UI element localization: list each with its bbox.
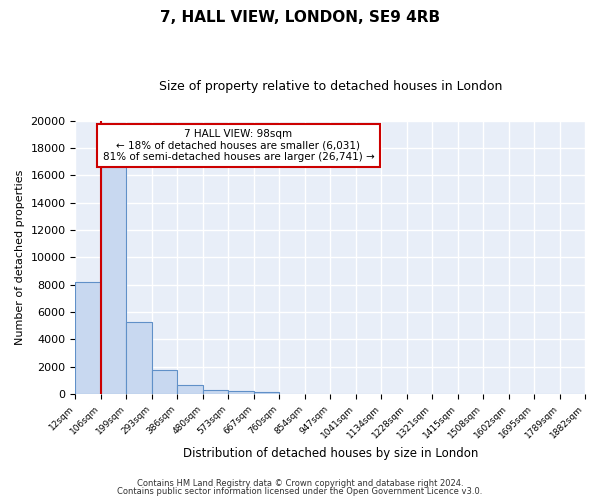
Bar — [178, 384, 203, 394]
Bar — [127, 322, 152, 394]
Bar — [152, 370, 178, 394]
Title: Size of property relative to detached houses in London: Size of property relative to detached ho… — [158, 80, 502, 93]
Text: Contains public sector information licensed under the Open Government Licence v3: Contains public sector information licen… — [118, 487, 482, 496]
Text: 7, HALL VIEW, LONDON, SE9 4RB: 7, HALL VIEW, LONDON, SE9 4RB — [160, 10, 440, 25]
Text: Contains HM Land Registry data © Crown copyright and database right 2024.: Contains HM Land Registry data © Crown c… — [137, 478, 463, 488]
Bar — [254, 392, 279, 394]
Bar — [203, 390, 228, 394]
Y-axis label: Number of detached properties: Number of detached properties — [15, 170, 25, 345]
Bar — [228, 392, 254, 394]
Bar — [101, 167, 127, 394]
Text: 7 HALL VIEW: 98sqm
← 18% of detached houses are smaller (6,031)
81% of semi-deta: 7 HALL VIEW: 98sqm ← 18% of detached hou… — [103, 129, 374, 162]
X-axis label: Distribution of detached houses by size in London: Distribution of detached houses by size … — [182, 447, 478, 460]
Bar — [76, 282, 101, 394]
